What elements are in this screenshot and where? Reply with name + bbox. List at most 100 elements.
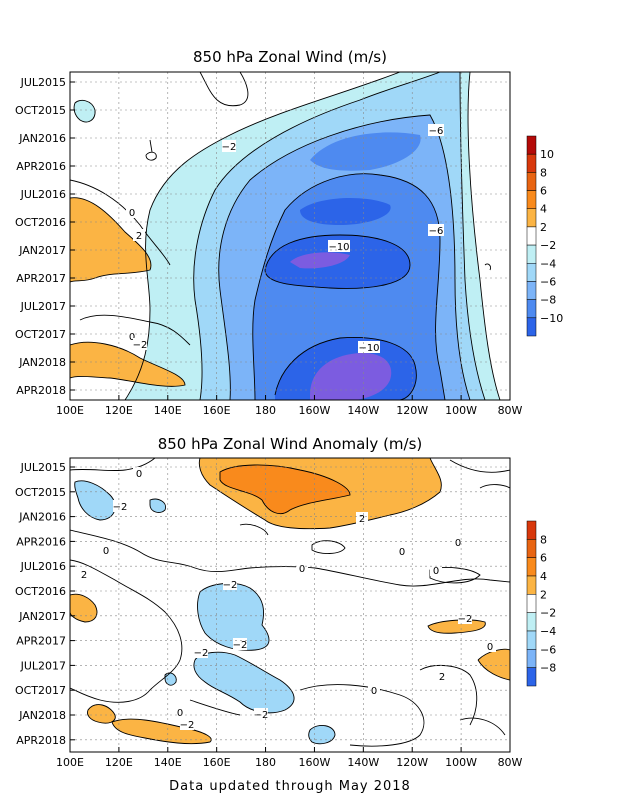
- chart2-y-tick-label: JAN2018: [18, 709, 66, 722]
- chart1-colorbar-swatch: [526, 263, 537, 282]
- chart1-colorbar-label: −6: [540, 275, 556, 288]
- chart1-gridlines: [70, 72, 510, 400]
- chart1-x-tick-label: 100E: [56, 404, 84, 417]
- chart1-colorbar-swatch: [526, 208, 537, 228]
- chart1-colorbar-swatch: [526, 190, 537, 209]
- chart1-band-neg10c: [300, 198, 391, 225]
- chart2-colorbar-label: 6: [540, 552, 547, 565]
- svg-text:0: 0: [136, 469, 142, 480]
- chart2-frame: [69, 457, 511, 753]
- svg-text:0: 0: [129, 332, 135, 343]
- chart2-x-tick-label: 80W: [498, 756, 523, 769]
- chart1-x-tick-label: 180: [255, 404, 276, 417]
- chart2-band-neg2-c: [197, 583, 270, 651]
- svg-text:0: 0: [455, 538, 461, 549]
- chart1-colorbar-swatch: [526, 226, 537, 246]
- svg-text:0: 0: [177, 708, 183, 719]
- svg-text:−2: −2: [233, 640, 248, 651]
- chart1-y-tick-label: JAN2016: [18, 132, 66, 145]
- chart1-title: 850 hPa Zonal Wind (m/s): [193, 48, 387, 66]
- footer-note: Data updated through May 2018: [169, 779, 411, 794]
- chart1-y-tick-label: JUL2015: [20, 76, 66, 89]
- chart2-band-neg2-a: [74, 480, 116, 520]
- chart2-colorbar-swatch: [526, 520, 537, 540]
- chart1-x-tick-label: 120E: [105, 404, 133, 417]
- chart2-x-tick-label: 140E: [154, 756, 182, 769]
- chart2-colorbar-label: −6: [540, 643, 556, 656]
- chart2-colorbar-label: −8: [540, 662, 556, 675]
- chart2-x-tick-label: 120E: [105, 756, 133, 769]
- chart2-colorbar-label: −2: [540, 607, 556, 620]
- chart1-y-tick-label: JAN2018: [18, 356, 66, 369]
- svg-text:−2: −2: [222, 142, 237, 153]
- chart1-x-tick-label: 120W: [396, 404, 428, 417]
- svg-text:2: 2: [439, 672, 445, 683]
- chart1-colorbar: 10 8 6 4 2 −2 −4 −6 −8 −10: [526, 135, 563, 337]
- chart2-colorbar-swatch: [526, 649, 537, 668]
- chart2-gridlines: [70, 458, 510, 752]
- chart2-x-tick-label: 100E: [56, 756, 84, 769]
- chart2-y-tick-label: JAN2016: [18, 511, 66, 524]
- svg-text:−2: −2: [254, 710, 269, 721]
- chart2-x-tick-label: 160E: [203, 756, 231, 769]
- chart1-y-tick-label: APR2017: [16, 272, 66, 285]
- chart1-band-neg12b: [310, 352, 392, 400]
- chart2-band-pos2-w2: [87, 704, 116, 724]
- svg-text:0: 0: [299, 564, 305, 575]
- chart1-x-tick-label: 80W: [498, 404, 523, 417]
- chart1-colorbar-label: 10: [540, 148, 554, 161]
- chart2-x-tick-label: 120W: [396, 756, 428, 769]
- chart1-x-tick-label: 160W: [299, 404, 331, 417]
- chart1-colorbar-label: 4: [540, 203, 547, 216]
- chart2-x-tick-label: 100W: [445, 756, 477, 769]
- chart1-x-tick-label: 100W: [445, 404, 477, 417]
- chart1-colorbar-swatch: [526, 317, 537, 337]
- svg-text:0: 0: [433, 566, 439, 577]
- chart2-y-tick-label: APR2017: [16, 635, 66, 648]
- chart2-band-neg2-b: [150, 499, 166, 513]
- chart2-colorbar-swatch: [526, 557, 537, 577]
- chart1-colorbar-label: −4: [540, 257, 556, 270]
- chart1-y-tick-label: JUL2017: [20, 300, 66, 313]
- chart1-band-neg2c: [74, 100, 96, 122]
- svg-text:0: 0: [371, 686, 377, 697]
- chart2-band-pos2-w3: [112, 719, 212, 744]
- chart2-band-pos2-w1: [70, 594, 97, 622]
- chart1-y-tick-label: OCT2016: [15, 216, 66, 229]
- chart2-y-tick-label: JUL2016: [20, 560, 66, 573]
- chart1-colorbar-label: −8: [540, 294, 556, 307]
- chart2-y-tick-label: JUL2015: [20, 461, 66, 474]
- chart2-y-ticks: JUL2015 OCT2015 JAN2016 APR2016 JUL2016 OCT20…: [15, 461, 75, 747]
- chart2-x-tick-label: 160W: [299, 756, 331, 769]
- svg-text:−2: −2: [113, 502, 128, 513]
- svg-text:−6: −6: [429, 126, 444, 137]
- chart2-colorbar-label: 2: [540, 588, 547, 601]
- chart1-x-tick-label: 140E: [154, 404, 182, 417]
- chart2-colorbar-label: 4: [540, 570, 547, 583]
- svg-text:−2: −2: [133, 340, 148, 351]
- chart1-band-pos2a: [70, 197, 151, 282]
- chart1-colorbar-label: −10: [540, 312, 563, 325]
- svg-text:0: 0: [103, 546, 109, 557]
- chart2-band-neg2-e: [165, 672, 177, 686]
- chart2-title: 850 hPa Zonal Wind Anomaly (m/s): [158, 435, 423, 453]
- chart1-frame: [69, 71, 511, 401]
- svg-text:−2: −2: [458, 614, 473, 625]
- chart2-colorbar-swatch: [526, 630, 537, 650]
- chart1-colorbar-swatch: [526, 299, 537, 319]
- svg-text:−2: −2: [223, 580, 238, 591]
- svg-text:2: 2: [359, 514, 365, 525]
- chart1-y-tick-label: APR2018: [16, 384, 66, 397]
- chart2-band-pos2-e2: [478, 649, 510, 680]
- chart1-band-neg12: [290, 252, 350, 269]
- svg-text:−6: −6: [429, 226, 444, 237]
- chart2-y-tick-label: OCT2017: [15, 684, 66, 697]
- chart1-y-tick-label: OCT2017: [15, 328, 66, 341]
- chart1-x-tick-label: 160E: [203, 404, 231, 417]
- chart2-y-tick-label: APR2018: [16, 734, 66, 747]
- chart1-x-tick-label: 140W: [347, 404, 379, 417]
- chart1-colorbar-label: 6: [540, 185, 547, 198]
- chart1-band-pos2b: [70, 342, 185, 387]
- chart2-band-neg2-d: [193, 652, 295, 713]
